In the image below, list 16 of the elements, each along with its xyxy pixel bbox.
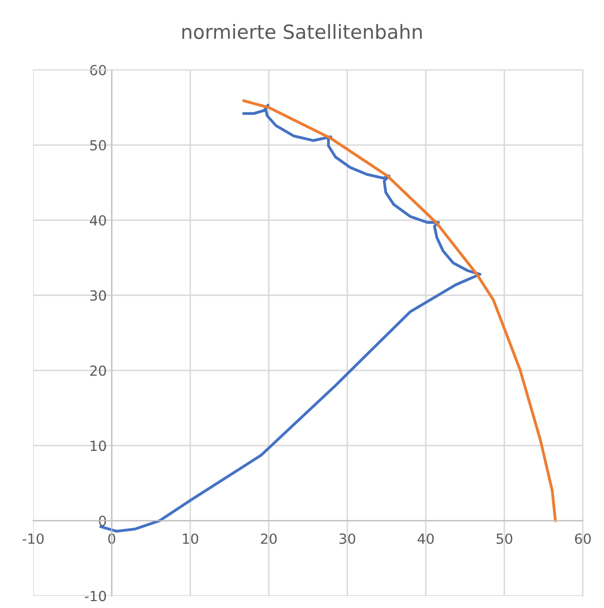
- x-tick-label: 40: [418, 533, 434, 544]
- line-series: [242, 99, 557, 522]
- x-tick-label: 30: [340, 533, 356, 544]
- x-tick-label: 10: [182, 533, 198, 544]
- x-tick-label: -10: [22, 533, 44, 544]
- y-tick-label: -10: [84, 590, 106, 602]
- y-tick-label: 40: [90, 215, 106, 226]
- x-tick-label: 0: [108, 533, 116, 544]
- y-tick-label: 10: [90, 440, 106, 452]
- y-tick-label: 50: [90, 140, 106, 151]
- x-tick-label: 20: [260, 533, 277, 544]
- y-tick-label: 30: [90, 290, 106, 301]
- y-tick-label: 20: [90, 365, 106, 376]
- x-tick-label: 50: [496, 533, 512, 544]
- chart-title: normierte Satellitenbahn: [182, 24, 422, 40]
- x-tick-label: 60: [574, 533, 591, 544]
